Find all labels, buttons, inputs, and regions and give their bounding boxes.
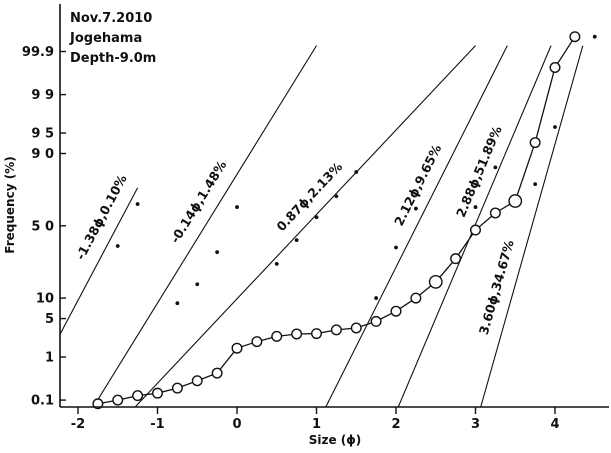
x-tick-label: 0: [232, 417, 241, 432]
component-1-dot: [135, 202, 140, 206]
component-6-dot: [533, 182, 538, 187]
series-point: [450, 253, 462, 265]
component-4-dot: [413, 206, 418, 211]
series-point: [211, 367, 223, 379]
component-6-dot: [592, 34, 597, 39]
component-line-4: [325, 45, 508, 407]
series-layer: [92, 31, 581, 410]
component-6-dot: [553, 125, 557, 129]
y-tick-label: 1: [45, 351, 54, 366]
series-point: [171, 382, 183, 394]
y-tick-label: 0.1: [31, 394, 54, 409]
info-date: Nov.7.2010: [70, 11, 152, 26]
series-point: [92, 398, 104, 410]
info-box: Nov.7.2010 Jogehama Depth-9.0m: [69, 11, 156, 66]
component-3-dot: [294, 238, 299, 242]
series-point: [291, 328, 303, 340]
x-tick-label: -2: [71, 417, 85, 432]
series-point: [549, 61, 561, 73]
y-tick-label: 5: [45, 312, 54, 327]
x-tick-label: 2: [391, 417, 400, 432]
series-point: [271, 330, 283, 342]
info-location: Jogehama: [69, 31, 142, 46]
x-tick-label: 3: [471, 417, 480, 432]
series-point: [569, 31, 581, 43]
component-2-dot: [215, 250, 220, 255]
info-depth: Depth-9.0m: [70, 51, 156, 66]
x-tick-label: 1: [312, 417, 321, 432]
series-point: [350, 322, 362, 334]
axes-layer: [59, 4, 609, 408]
series-point: [132, 390, 144, 402]
component-5-dot: [493, 165, 498, 170]
y-tick-label: 9 0: [31, 147, 54, 162]
component-3-dot: [354, 170, 359, 174]
series-point: [251, 336, 263, 348]
series-point: [529, 137, 541, 149]
component-line-2: [92, 45, 317, 407]
x-tick-label: 4: [550, 417, 559, 432]
series-point: [390, 305, 402, 317]
x-axis-label: Size (ϕ): [309, 433, 362, 447]
series-point: [410, 292, 422, 304]
component-lines-layer: [60, 34, 597, 407]
y-axis-label: Frequency (%): [3, 156, 17, 253]
component-4-dot: [394, 245, 398, 250]
component-line-6: [480, 45, 584, 407]
component-2-dot: [195, 282, 200, 287]
series-point: [489, 207, 501, 219]
component-line-1: [60, 187, 139, 336]
component-3-dot: [314, 215, 319, 220]
component-4-dot: [374, 296, 379, 300]
series-point: [311, 328, 323, 340]
x-tick-label: -1: [150, 417, 164, 432]
component-2-dot: [235, 205, 239, 209]
series-point: [370, 315, 382, 327]
y-tick-label: 9 5: [31, 127, 54, 142]
y-tick-label: 5 0: [31, 219, 54, 234]
series-point: [470, 224, 482, 236]
series-point: [508, 194, 523, 208]
series-point: [112, 394, 124, 406]
component-3-dot: [274, 261, 279, 266]
component-1-dot: [115, 244, 120, 248]
y-tick-label: 10: [36, 292, 54, 307]
component-5-dot: [473, 205, 478, 209]
series-point: [428, 274, 443, 289]
component-line-3: [134, 45, 476, 407]
y-tick-label: 9 9: [31, 88, 54, 103]
series-point: [151, 387, 163, 399]
series-point: [231, 342, 243, 354]
series-point: [191, 375, 203, 387]
y-tick-label: 99.9: [22, 45, 54, 60]
component-2-dot: [175, 301, 180, 306]
component-line-5: [397, 45, 552, 407]
component-3-dot: [334, 194, 339, 199]
series-point: [330, 324, 342, 336]
